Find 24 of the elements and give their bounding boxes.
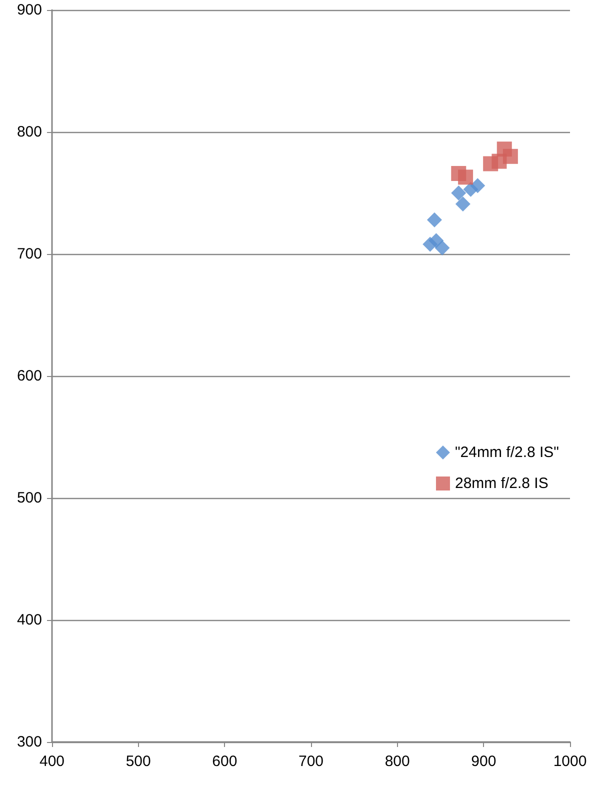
point [502, 148, 518, 164]
x-tick-label: 400 [39, 753, 65, 770]
y-tick-label: 600 [16, 368, 42, 384]
y-tick-label: 300 [16, 734, 42, 750]
point [434, 240, 450, 256]
x-tick-label: 600 [212, 753, 238, 770]
y-tick-label: 500 [16, 490, 42, 506]
y-tick-label: 800 [16, 124, 42, 140]
x-tick-label: 1000 [553, 753, 587, 770]
point [426, 212, 442, 228]
y-tick-label: 700 [16, 246, 42, 262]
point [428, 233, 444, 248]
y-tick-label: 900 [16, 2, 42, 18]
x-tick-label: 500 [126, 753, 151, 770]
point [451, 186, 466, 200]
point [458, 170, 474, 185]
point [455, 196, 470, 212]
x-tick-label: 800 [384, 753, 410, 770]
legend-label: "24mm f/2.8 IS" [454, 444, 560, 461]
legend-label: 28mm f/2.8 IS [454, 475, 548, 492]
x-tick-label: 900 [471, 753, 496, 770]
point [470, 178, 486, 194]
y-tick-label: 400 [16, 612, 42, 628]
x-tick-label: 700 [298, 753, 324, 770]
